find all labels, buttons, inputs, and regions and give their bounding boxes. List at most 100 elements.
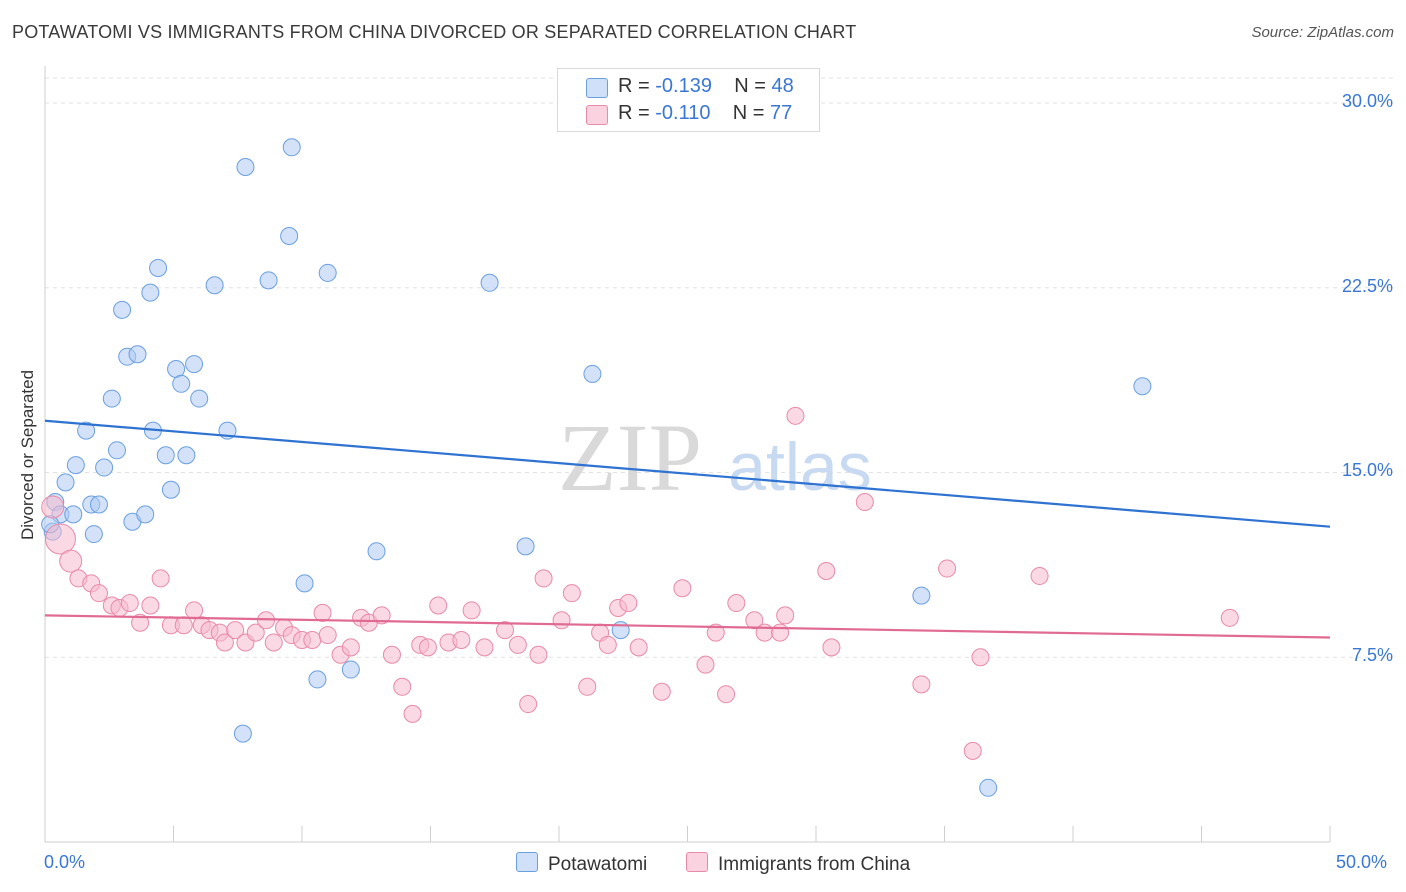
data-point bbox=[102, 389, 121, 408]
legend-item-potawatomi: Potawatomi bbox=[516, 852, 647, 876]
data-point bbox=[771, 623, 790, 642]
data-point bbox=[174, 616, 193, 635]
data-point bbox=[1220, 608, 1239, 627]
data-point bbox=[205, 276, 224, 295]
data-point bbox=[77, 421, 96, 440]
data-point bbox=[583, 364, 602, 383]
data-point bbox=[161, 480, 180, 499]
data-point bbox=[475, 638, 494, 657]
data-point bbox=[177, 446, 196, 465]
n-label: N = bbox=[732, 102, 765, 124]
y-tick-label: 7.5% bbox=[1351, 645, 1393, 666]
data-point bbox=[113, 300, 132, 319]
data-point bbox=[979, 778, 998, 797]
data-point bbox=[151, 569, 170, 588]
data-point bbox=[259, 271, 278, 290]
data-point bbox=[226, 621, 245, 640]
data-point bbox=[246, 623, 265, 642]
r-value: -0.139 bbox=[655, 75, 712, 97]
x-tick-label-min: 0.0% bbox=[44, 852, 86, 872]
data-point bbox=[282, 138, 301, 157]
data-point bbox=[141, 596, 160, 615]
data-point bbox=[295, 574, 314, 593]
data-point bbox=[64, 505, 83, 524]
data-point bbox=[280, 226, 299, 245]
data-point bbox=[341, 638, 360, 657]
data-point bbox=[264, 633, 283, 652]
data-point bbox=[462, 601, 481, 620]
data-point bbox=[128, 345, 147, 364]
data-point bbox=[141, 283, 160, 302]
data-point bbox=[120, 594, 139, 613]
data-point bbox=[598, 635, 617, 654]
n-value: 48 bbox=[771, 75, 794, 97]
data-point bbox=[534, 569, 553, 588]
data-point bbox=[1030, 566, 1049, 585]
watermark-zip: ZIP bbox=[558, 404, 702, 511]
data-point bbox=[318, 626, 337, 645]
data-point bbox=[552, 611, 571, 630]
data-point bbox=[95, 458, 114, 477]
data-point bbox=[452, 630, 471, 649]
data-point bbox=[776, 606, 795, 625]
data-point bbox=[156, 446, 175, 465]
data-point bbox=[136, 505, 155, 524]
data-point bbox=[131, 613, 150, 632]
data-point bbox=[84, 525, 103, 544]
data-point bbox=[855, 493, 874, 512]
data-point bbox=[59, 549, 83, 573]
chart-title: POTAWATOMI VS IMMIGRANTS FROM CHINA DIVO… bbox=[12, 22, 857, 42]
data-point bbox=[619, 594, 638, 613]
x-tick-label-max: 50.0% bbox=[1336, 852, 1388, 872]
data-point bbox=[233, 724, 252, 743]
r-value: -0.110 bbox=[655, 102, 711, 124]
n-label: N = bbox=[734, 75, 766, 97]
data-point bbox=[172, 374, 191, 393]
data-point bbox=[372, 606, 391, 625]
data-point bbox=[89, 495, 108, 514]
data-point bbox=[236, 158, 255, 177]
data-point bbox=[529, 645, 548, 664]
data-point bbox=[185, 601, 204, 620]
data-point bbox=[516, 537, 535, 556]
data-point bbox=[696, 655, 715, 674]
series-china bbox=[41, 406, 1239, 760]
data-point bbox=[89, 584, 108, 603]
data-point bbox=[149, 259, 168, 278]
legend-label-china: Immigrants from China bbox=[718, 854, 911, 875]
data-point bbox=[652, 682, 671, 701]
legend-swatch-potawatomi bbox=[516, 852, 538, 872]
data-point bbox=[341, 660, 360, 679]
data-point bbox=[56, 473, 75, 492]
data-point bbox=[508, 635, 527, 654]
data-point bbox=[912, 586, 931, 605]
data-point bbox=[578, 677, 597, 696]
data-point bbox=[303, 630, 322, 649]
legend-swatch-china bbox=[686, 852, 708, 872]
data-point bbox=[215, 633, 234, 652]
data-point bbox=[41, 495, 65, 519]
y-tick-label: 22.5% bbox=[1341, 275, 1393, 296]
watermark: ZIP atlas bbox=[558, 404, 872, 511]
trend-line-potawatomi bbox=[44, 419, 1331, 528]
data-point bbox=[318, 263, 337, 282]
data-point bbox=[822, 638, 841, 657]
data-point bbox=[429, 596, 448, 615]
r-label: R = bbox=[618, 102, 650, 124]
data-point bbox=[912, 675, 931, 694]
data-point bbox=[786, 406, 805, 425]
data-points bbox=[41, 138, 1239, 797]
data-point bbox=[44, 523, 76, 555]
y-tick-label: 15.0% bbox=[1341, 460, 1393, 481]
data-point bbox=[107, 441, 126, 460]
data-point bbox=[382, 645, 401, 664]
data-point bbox=[308, 670, 327, 689]
legend-label-potawatomi: Potawatomi bbox=[548, 854, 648, 875]
stats-legend: R = -0.139 N = 48 R = -0.110 N = 77 bbox=[557, 68, 820, 132]
r-label: R = bbox=[618, 75, 650, 97]
data-point bbox=[367, 542, 386, 561]
source-credit: Source: ZipAtlas.com bbox=[1251, 24, 1394, 41]
trend-line-china bbox=[44, 614, 1331, 639]
data-point bbox=[938, 559, 957, 578]
data-point bbox=[313, 603, 332, 622]
